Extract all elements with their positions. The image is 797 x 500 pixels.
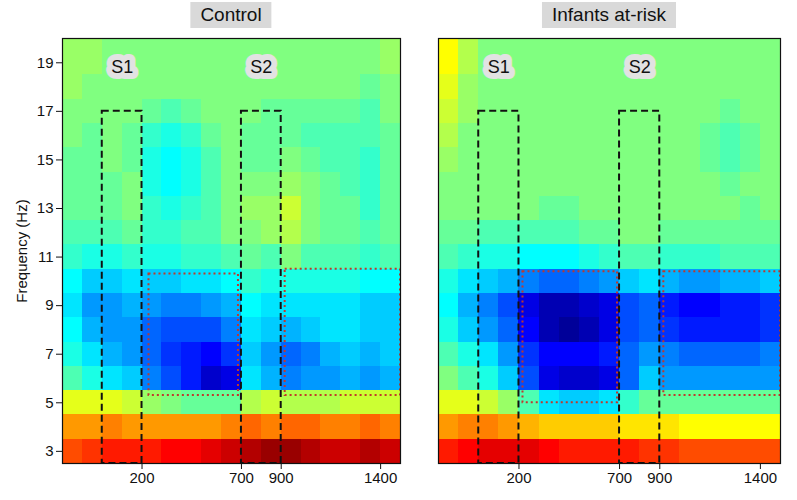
svg-text:13: 13: [37, 199, 54, 216]
svg-text:S1: S1: [488, 57, 510, 77]
svg-text:1400: 1400: [744, 469, 777, 486]
svg-text:19: 19: [37, 54, 54, 71]
svg-text:5: 5: [45, 394, 53, 411]
svg-text:900: 900: [269, 469, 294, 486]
html-text:Control: Control: [200, 4, 262, 25]
html-text:Infants at-risk: Infants at-risk: [552, 4, 666, 25]
svg-text:200: 200: [506, 469, 531, 486]
svg-text:S2: S2: [250, 57, 272, 77]
svg-text:1400: 1400: [364, 469, 397, 486]
svg-text:200: 200: [130, 469, 155, 486]
svg-text:700: 700: [229, 469, 254, 486]
svg-text:900: 900: [647, 469, 672, 486]
svg-text:15: 15: [37, 151, 54, 168]
svg-text:S1: S1: [111, 57, 133, 77]
svg-text:11: 11: [38, 248, 54, 265]
svg-text:17: 17: [37, 102, 54, 119]
svg-text:7: 7: [45, 345, 53, 362]
svg-text:9: 9: [45, 296, 53, 313]
svg-text:700: 700: [607, 469, 632, 486]
svg-text:Frequency (Hz): Frequency (Hz): [13, 199, 30, 302]
svg-text:S2: S2: [629, 57, 651, 77]
svg-text:3: 3: [45, 442, 53, 459]
